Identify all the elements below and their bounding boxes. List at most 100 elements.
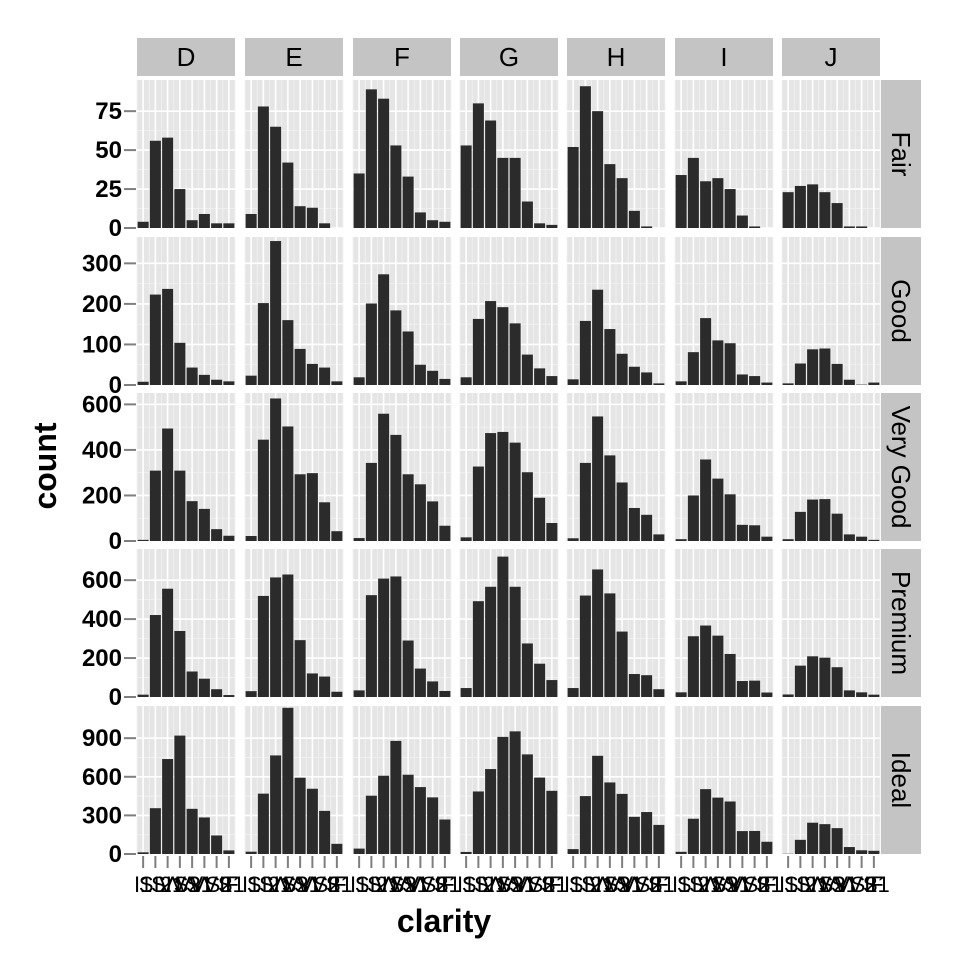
bar — [761, 383, 772, 385]
y-tick-label: 200 — [82, 645, 122, 672]
bar — [568, 147, 579, 228]
bar — [295, 206, 306, 228]
bar — [415, 669, 426, 697]
bar — [844, 226, 855, 228]
row-strip-label: Good — [886, 279, 916, 343]
bar — [604, 593, 615, 697]
bar — [378, 99, 389, 228]
bar — [534, 368, 545, 385]
bar — [592, 290, 603, 385]
bar — [629, 508, 640, 541]
bar — [354, 690, 365, 697]
bar — [546, 376, 557, 385]
facet-panel — [460, 80, 558, 228]
facet-panel — [782, 393, 880, 541]
bar — [712, 479, 723, 541]
bar — [819, 499, 830, 541]
bar — [319, 502, 330, 541]
column-strip-label: J — [825, 42, 838, 72]
bar — [676, 692, 687, 697]
bar — [150, 471, 161, 541]
bar — [174, 343, 185, 385]
bar — [580, 463, 591, 541]
bar — [162, 289, 173, 385]
bar — [510, 587, 521, 697]
facet-panel — [353, 393, 451, 541]
bar — [497, 737, 508, 854]
bar — [461, 145, 472, 228]
bar — [427, 681, 438, 697]
bar — [295, 640, 306, 697]
y-tick-label: 0 — [109, 841, 122, 868]
facet-panel — [245, 706, 343, 854]
bar — [307, 473, 318, 541]
facet-panel — [353, 706, 451, 854]
bar — [138, 222, 149, 228]
bar — [211, 835, 222, 854]
bar — [783, 539, 794, 541]
y-tick-label: 400 — [82, 606, 122, 633]
bar — [641, 675, 652, 697]
facet-panel — [137, 80, 235, 228]
bar — [390, 576, 401, 697]
bar — [522, 202, 533, 228]
bar — [138, 695, 149, 697]
bar — [211, 529, 222, 541]
facet-panel — [675, 549, 773, 697]
facet-panel — [675, 237, 773, 385]
facet-panel — [460, 706, 558, 854]
facet-panel — [675, 706, 773, 854]
bar — [319, 223, 330, 228]
bar — [676, 381, 687, 385]
bar — [676, 539, 687, 541]
bar — [378, 414, 389, 541]
bar — [258, 596, 269, 697]
bar — [592, 569, 603, 697]
bar — [331, 692, 342, 697]
bar — [795, 666, 806, 697]
bar — [641, 226, 652, 228]
bar — [641, 812, 652, 854]
bar — [868, 851, 879, 854]
bar — [485, 433, 496, 541]
bar — [427, 797, 438, 854]
bar — [378, 776, 389, 854]
y-tick-label: 100 — [82, 331, 122, 358]
column-strip-label: E — [285, 42, 302, 72]
bar — [162, 759, 173, 854]
bar — [246, 852, 257, 854]
x-tick-label: IF — [435, 872, 455, 897]
bar — [749, 376, 760, 385]
bar — [390, 145, 401, 228]
bar — [162, 429, 173, 541]
bar — [807, 823, 818, 854]
bar — [174, 631, 185, 697]
bar — [307, 789, 318, 854]
bar — [688, 636, 699, 697]
bar — [282, 426, 293, 541]
bar — [439, 526, 450, 541]
bar — [138, 852, 149, 854]
bar — [795, 840, 806, 854]
bar — [795, 364, 806, 385]
bar — [331, 844, 342, 854]
bar — [415, 212, 426, 228]
bar — [534, 664, 545, 697]
column-strip-label: D — [177, 42, 196, 72]
x-tick-label: IF — [542, 872, 562, 897]
bar — [187, 368, 198, 385]
bar — [749, 525, 760, 541]
bar — [403, 641, 414, 697]
facet-panel — [460, 237, 558, 385]
y-tick-label: 50 — [95, 137, 122, 164]
bar — [295, 349, 306, 385]
bar — [378, 579, 389, 697]
bar — [150, 295, 161, 385]
bar — [844, 534, 855, 541]
y-tick-label: 600 — [82, 764, 122, 791]
bar — [832, 667, 843, 697]
facet-panel — [567, 549, 665, 697]
bar — [832, 203, 843, 228]
bar — [807, 500, 818, 541]
